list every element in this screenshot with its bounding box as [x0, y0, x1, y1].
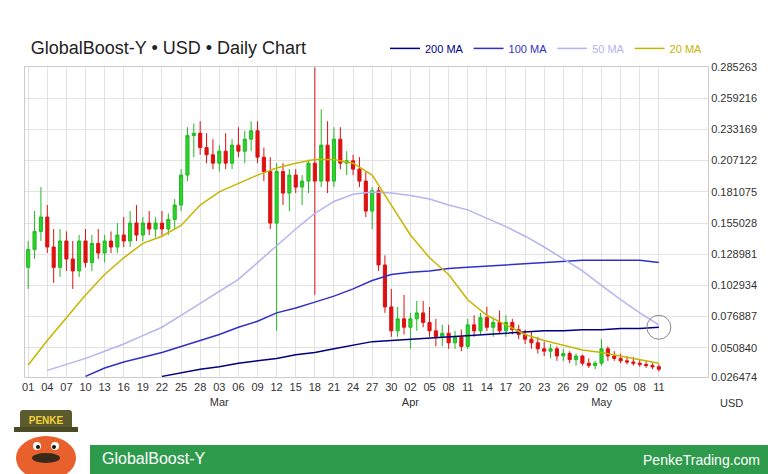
svg-text:20 MA: 20 MA	[670, 43, 702, 55]
svg-text:08: 08	[443, 381, 455, 393]
svg-text:100 MA: 100 MA	[509, 43, 548, 55]
svg-text:22: 22	[156, 381, 168, 393]
svg-text:13: 13	[99, 381, 111, 393]
html-text:GlobalBoost-Y: GlobalBoost-Y	[102, 450, 206, 467]
svg-text:0.181075: 0.181075	[711, 186, 757, 198]
svg-text:200 MA: 200 MA	[425, 43, 464, 55]
svg-text:0.050840: 0.050840	[711, 342, 757, 354]
svg-text:30: 30	[385, 381, 397, 393]
svg-text:26: 26	[557, 381, 569, 393]
svg-text:05: 05	[423, 381, 435, 393]
svg-text:GlobalBoost-Y • USD • Daily Ch: GlobalBoost-Y • USD • Daily Chart	[31, 38, 306, 58]
svg-text:09: 09	[251, 381, 263, 393]
svg-text:04: 04	[41, 381, 53, 393]
svg-text:16: 16	[118, 381, 130, 393]
svg-text:11: 11	[653, 381, 664, 393]
svg-text:07: 07	[60, 381, 72, 393]
svg-text:USD: USD	[720, 397, 743, 409]
svg-text:24: 24	[347, 381, 359, 393]
svg-text:06: 06	[232, 381, 244, 393]
svg-text:25: 25	[175, 381, 187, 393]
svg-text:10: 10	[79, 381, 91, 393]
html-text:PenkeTrading.com: PenkeTrading.com	[643, 452, 760, 468]
svg-text:19: 19	[137, 381, 149, 393]
svg-text:0.026474: 0.026474	[711, 371, 757, 383]
svg-text:0.102934: 0.102934	[711, 279, 757, 291]
svg-text:28: 28	[194, 381, 206, 393]
svg-text:0.076887: 0.076887	[711, 310, 757, 322]
svg-text:0.207122: 0.207122	[711, 154, 757, 166]
svg-text:50 MA: 50 MA	[592, 43, 624, 55]
svg-text:23: 23	[538, 381, 550, 393]
svg-text:08: 08	[634, 381, 646, 393]
svg-text:12: 12	[271, 381, 283, 393]
svg-text:14: 14	[481, 381, 493, 393]
svg-text:0.155028: 0.155028	[711, 217, 757, 229]
svg-text:05: 05	[615, 381, 627, 393]
svg-text:0.259216: 0.259216	[711, 92, 757, 104]
svg-text:27: 27	[366, 381, 378, 393]
svg-text:0.233169: 0.233169	[711, 123, 757, 135]
svg-text:21: 21	[328, 381, 340, 393]
svg-text:0.285263: 0.285263	[711, 61, 757, 73]
svg-text:03Mar: 03Mar	[210, 381, 229, 407]
svg-text:0.128981: 0.128981	[711, 248, 757, 260]
svg-text:01: 01	[22, 381, 34, 393]
svg-text:15: 15	[290, 381, 302, 393]
svg-text:11: 11	[462, 381, 473, 393]
svg-text:02May: 02May	[591, 381, 612, 407]
svg-text:PENKE: PENKE	[29, 415, 64, 426]
svg-text:20: 20	[519, 381, 531, 393]
svg-text:17: 17	[500, 381, 512, 393]
svg-text:29: 29	[576, 381, 588, 393]
svg-text:18: 18	[309, 381, 321, 393]
svg-text:02Apr: 02Apr	[402, 381, 419, 407]
